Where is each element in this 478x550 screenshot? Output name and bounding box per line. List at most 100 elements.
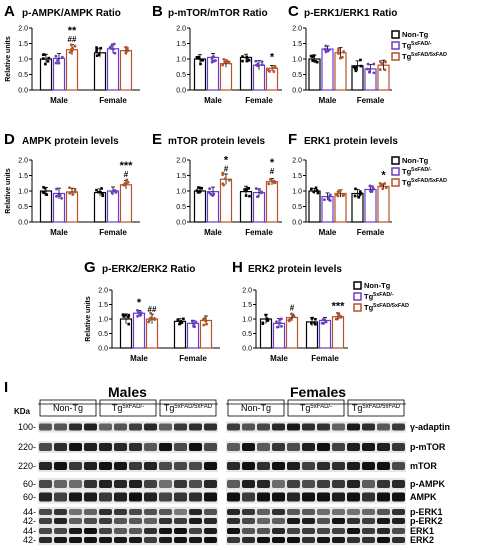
bar-F [364, 188, 377, 223]
blot-band [257, 537, 270, 543]
blot-band [272, 480, 285, 488]
blot-band [114, 443, 127, 451]
blot-band [227, 528, 240, 534]
data-point-G [127, 313, 131, 317]
legend-swatch [353, 292, 362, 301]
blot-band [302, 528, 315, 534]
blot-band [242, 509, 255, 515]
blot-band [54, 423, 67, 431]
blot-band [159, 480, 172, 488]
data-point-D [110, 191, 114, 195]
blot-band [347, 480, 360, 488]
blot-band [317, 518, 330, 524]
blot-band [362, 423, 375, 431]
data-point-A [110, 43, 114, 47]
blot-band [227, 518, 240, 524]
blot-band [189, 518, 202, 524]
y-tick-label-F: 2.0 [292, 158, 302, 165]
data-point-B [245, 59, 249, 63]
data-point-B [223, 60, 227, 64]
blot-band [302, 462, 315, 470]
bar-D [106, 190, 120, 223]
x-category-label-G: Male [130, 354, 148, 363]
blot-row-label: p-ERK2 [410, 516, 443, 526]
data-point-C [366, 62, 370, 66]
data-point-C [352, 65, 356, 69]
bar-E [265, 181, 279, 223]
blot-band [332, 492, 345, 502]
data-point-F [314, 186, 318, 190]
blot-band [174, 518, 187, 524]
blot-group-sup: 5xFAD/5xFAD [362, 404, 400, 410]
data-point-G [179, 320, 183, 323]
data-point-C [365, 67, 369, 71]
blot-band [332, 518, 345, 524]
blot-band [317, 509, 330, 515]
blot-strip [226, 507, 406, 517]
blot-marker-kda: 220- [18, 442, 36, 452]
data-point-H [278, 318, 282, 321]
data-point-E [256, 194, 260, 198]
blot-group-label: Tg5xFAD/5xFAD [164, 403, 213, 413]
blot-group-base: Non-Tg [53, 403, 83, 413]
blot-band [272, 528, 285, 534]
data-point-B [210, 60, 214, 64]
blot-band [174, 528, 187, 534]
legend-label-base: Tg [364, 303, 374, 312]
kda-label: KDa [14, 407, 31, 416]
blot-band [159, 443, 172, 451]
data-point-G [192, 322, 196, 326]
blot-band [362, 509, 375, 515]
blot-band [377, 423, 390, 431]
data-point-E [267, 182, 271, 186]
y-tick-label-E: 0.5 [176, 204, 186, 211]
blot-band [54, 528, 67, 534]
data-point-H [310, 322, 313, 325]
legend-label-base: Tg [402, 167, 412, 176]
bar-A [93, 52, 107, 91]
blot-group-base: Tg [300, 403, 311, 413]
data-point-C [383, 68, 387, 72]
data-point-G [192, 324, 195, 328]
x-category-label-H: Female [311, 354, 339, 363]
panel-label-C: C [288, 3, 299, 20]
blot-band [302, 480, 315, 488]
legend-label: Non-Tg [364, 281, 391, 290]
data-point-A [109, 47, 113, 50]
blot-group-sup: 5xFAD/5xFAD [174, 404, 212, 410]
legend-label-sup: 5xFAD/5xFAD [411, 52, 447, 58]
blot-band [84, 480, 97, 488]
data-point-B [267, 68, 270, 72]
data-point-C [354, 69, 358, 73]
data-point-G [176, 318, 180, 321]
x-category-label-A: Female [99, 96, 127, 105]
blot-strip [38, 516, 218, 526]
blot-marker-kda: 100- [18, 422, 36, 432]
blot-band [174, 492, 187, 502]
significance-marker-G: ## [148, 305, 157, 314]
data-point-C [311, 59, 314, 63]
blot-band [129, 537, 142, 543]
blot-band [174, 462, 187, 470]
chart-title-F: ERK1 protein levels [304, 136, 398, 147]
blot-band [287, 537, 300, 543]
blot-band [174, 443, 187, 451]
data-point-A [68, 50, 72, 54]
blot-band [39, 462, 52, 470]
y-tick-label-B: 0.5 [176, 72, 186, 79]
blot-band [317, 528, 330, 534]
data-point-E [208, 191, 211, 195]
blot-band [257, 509, 270, 515]
data-point-A [95, 54, 99, 57]
blot-band [174, 509, 187, 515]
data-point-H [337, 315, 341, 319]
chart-title-C: p-ERK1/ERK1 Ratio [304, 8, 397, 19]
blot-band [189, 528, 202, 534]
bar-F [351, 192, 364, 223]
blot-band [39, 537, 52, 543]
blot-band [69, 492, 82, 502]
data-point-H [337, 312, 341, 316]
blot-band [84, 537, 97, 543]
